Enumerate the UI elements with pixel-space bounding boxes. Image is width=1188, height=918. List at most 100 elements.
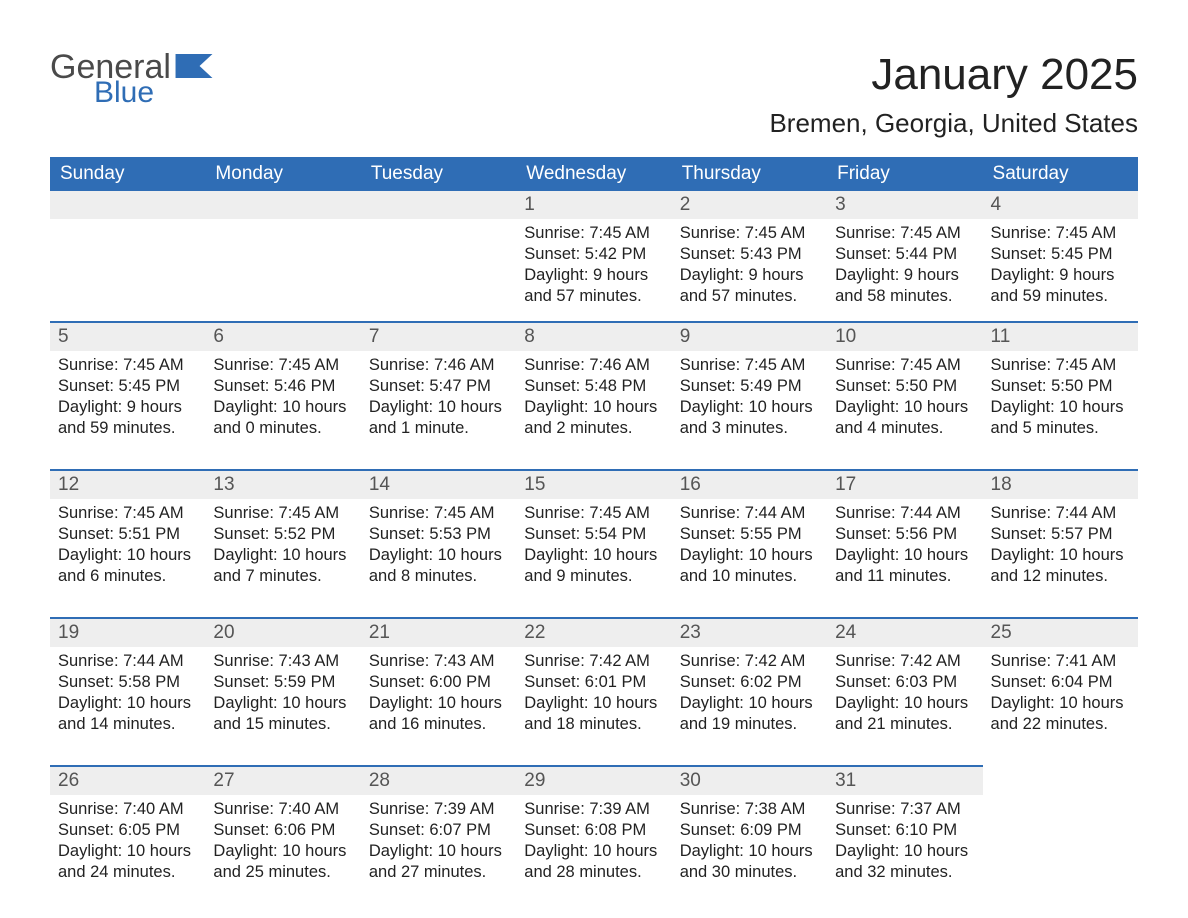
sunset-line: Sunset: 5:55 PM (680, 524, 819, 545)
month-title: January 2025 (769, 50, 1138, 100)
day-number: 4 (983, 191, 1138, 219)
day-details: Sunrise: 7:45 AMSunset: 5:54 PMDaylight:… (516, 499, 671, 595)
calendar-day-cell: 22Sunrise: 7:42 AMSunset: 6:01 PMDayligh… (516, 617, 671, 765)
daylight-line: Daylight: 10 hours and 21 minutes. (835, 693, 974, 735)
sunset-line: Sunset: 5:50 PM (835, 376, 974, 397)
sunrise-line: Sunrise: 7:38 AM (680, 799, 819, 820)
calendar-day-cell: 17Sunrise: 7:44 AMSunset: 5:56 PMDayligh… (827, 469, 982, 617)
location-subtitle: Bremen, Georgia, United States (769, 108, 1138, 139)
day-details: Sunrise: 7:45 AMSunset: 5:44 PMDaylight:… (827, 219, 982, 315)
sunrise-line: Sunrise: 7:45 AM (213, 503, 352, 524)
sunset-line: Sunset: 6:06 PM (213, 820, 352, 841)
day-number: 10 (827, 321, 982, 351)
sunset-line: Sunset: 5:42 PM (524, 244, 663, 265)
daylight-line: Daylight: 10 hours and 12 minutes. (991, 545, 1130, 587)
sunset-line: Sunset: 5:46 PM (213, 376, 352, 397)
sunrise-line: Sunrise: 7:45 AM (835, 223, 974, 244)
calendar-day-cell: 23Sunrise: 7:42 AMSunset: 6:02 PMDayligh… (672, 617, 827, 765)
calendar-day-cell: 28Sunrise: 7:39 AMSunset: 6:07 PMDayligh… (361, 765, 516, 913)
daylight-line: Daylight: 10 hours and 2 minutes. (524, 397, 663, 439)
sunrise-line: Sunrise: 7:45 AM (213, 355, 352, 376)
sunrise-line: Sunrise: 7:45 AM (369, 503, 508, 524)
day-details: Sunrise: 7:45 AMSunset: 5:49 PMDaylight:… (672, 351, 827, 447)
calendar-day-cell: 14Sunrise: 7:45 AMSunset: 5:53 PMDayligh… (361, 469, 516, 617)
day-details: Sunrise: 7:42 AMSunset: 6:03 PMDaylight:… (827, 647, 982, 743)
flag-icon (175, 54, 213, 78)
sunrise-line: Sunrise: 7:42 AM (835, 651, 974, 672)
sunset-line: Sunset: 5:58 PM (58, 672, 197, 693)
sunrise-line: Sunrise: 7:45 AM (58, 503, 197, 524)
day-details: Sunrise: 7:45 AMSunset: 5:53 PMDaylight:… (361, 499, 516, 595)
day-details: Sunrise: 7:45 AMSunset: 5:50 PMDaylight:… (983, 351, 1138, 447)
calendar-day-cell: 12Sunrise: 7:45 AMSunset: 5:51 PMDayligh… (50, 469, 205, 617)
calendar-day-cell: 4Sunrise: 7:45 AMSunset: 5:45 PMDaylight… (983, 191, 1138, 321)
weekday-header: Friday (827, 157, 982, 191)
weekday-header: Monday (205, 157, 360, 191)
day-details: Sunrise: 7:38 AMSunset: 6:09 PMDaylight:… (672, 795, 827, 891)
day-number: 27 (205, 765, 360, 795)
sunrise-line: Sunrise: 7:39 AM (524, 799, 663, 820)
day-details: Sunrise: 7:37 AMSunset: 6:10 PMDaylight:… (827, 795, 982, 891)
day-number: 2 (672, 191, 827, 219)
day-details: Sunrise: 7:45 AMSunset: 5:52 PMDaylight:… (205, 499, 360, 595)
sunset-line: Sunset: 6:07 PM (369, 820, 508, 841)
daylight-line: Daylight: 10 hours and 18 minutes. (524, 693, 663, 735)
day-number: 9 (672, 321, 827, 351)
day-details: Sunrise: 7:39 AMSunset: 6:08 PMDaylight:… (516, 795, 671, 891)
sunset-line: Sunset: 5:50 PM (991, 376, 1130, 397)
sunrise-line: Sunrise: 7:40 AM (58, 799, 197, 820)
day-number: 17 (827, 469, 982, 499)
sunset-line: Sunset: 5:54 PM (524, 524, 663, 545)
calendar-day-cell: 29Sunrise: 7:39 AMSunset: 6:08 PMDayligh… (516, 765, 671, 913)
daylight-line: Daylight: 10 hours and 27 minutes. (369, 841, 508, 883)
sunrise-line: Sunrise: 7:44 AM (680, 503, 819, 524)
day-details: Sunrise: 7:45 AMSunset: 5:45 PMDaylight:… (983, 219, 1138, 315)
calendar-day-cell: 19Sunrise: 7:44 AMSunset: 5:58 PMDayligh… (50, 617, 205, 765)
calendar-empty-cell (50, 191, 205, 321)
empty-day-head (361, 191, 516, 219)
weekday-header: Sunday (50, 157, 205, 191)
daylight-line: Daylight: 10 hours and 15 minutes. (213, 693, 352, 735)
day-number: 19 (50, 617, 205, 647)
day-number: 21 (361, 617, 516, 647)
empty-day-head (205, 191, 360, 219)
day-number: 3 (827, 191, 982, 219)
weekday-header: Tuesday (361, 157, 516, 191)
calendar-header-row: SundayMondayTuesdayWednesdayThursdayFrid… (50, 157, 1138, 191)
day-details: Sunrise: 7:43 AMSunset: 5:59 PMDaylight:… (205, 647, 360, 743)
day-number: 1 (516, 191, 671, 219)
day-number: 31 (827, 765, 982, 795)
calendar-empty-cell (361, 191, 516, 321)
sunrise-line: Sunrise: 7:43 AM (369, 651, 508, 672)
sunrise-line: Sunrise: 7:40 AM (213, 799, 352, 820)
day-details: Sunrise: 7:42 AMSunset: 6:01 PMDaylight:… (516, 647, 671, 743)
sunset-line: Sunset: 5:47 PM (369, 376, 508, 397)
daylight-line: Daylight: 10 hours and 1 minute. (369, 397, 508, 439)
sunset-line: Sunset: 5:45 PM (58, 376, 197, 397)
calendar-day-cell: 10Sunrise: 7:45 AMSunset: 5:50 PMDayligh… (827, 321, 982, 469)
sunset-line: Sunset: 5:45 PM (991, 244, 1130, 265)
calendar-empty-cell (205, 191, 360, 321)
calendar-day-cell: 26Sunrise: 7:40 AMSunset: 6:05 PMDayligh… (50, 765, 205, 913)
day-number: 13 (205, 469, 360, 499)
sunrise-line: Sunrise: 7:45 AM (835, 355, 974, 376)
sunrise-line: Sunrise: 7:45 AM (680, 355, 819, 376)
day-number: 26 (50, 765, 205, 795)
day-number: 30 (672, 765, 827, 795)
calendar-day-cell: 3Sunrise: 7:45 AMSunset: 5:44 PMDaylight… (827, 191, 982, 321)
sunset-line: Sunset: 6:08 PM (524, 820, 663, 841)
sunset-line: Sunset: 6:02 PM (680, 672, 819, 693)
calendar-day-cell: 11Sunrise: 7:45 AMSunset: 5:50 PMDayligh… (983, 321, 1138, 469)
sunrise-line: Sunrise: 7:44 AM (58, 651, 197, 672)
day-details: Sunrise: 7:45 AMSunset: 5:46 PMDaylight:… (205, 351, 360, 447)
calendar-day-cell: 5Sunrise: 7:45 AMSunset: 5:45 PMDaylight… (50, 321, 205, 469)
day-number: 8 (516, 321, 671, 351)
logo: General Blue (50, 50, 213, 108)
sunrise-line: Sunrise: 7:45 AM (991, 223, 1130, 244)
day-number: 25 (983, 617, 1138, 647)
day-details: Sunrise: 7:40 AMSunset: 6:05 PMDaylight:… (50, 795, 205, 891)
calendar-day-cell: 18Sunrise: 7:44 AMSunset: 5:57 PMDayligh… (983, 469, 1138, 617)
calendar-day-cell: 24Sunrise: 7:42 AMSunset: 6:03 PMDayligh… (827, 617, 982, 765)
title-block: January 2025 Bremen, Georgia, United Sta… (769, 50, 1138, 139)
sunset-line: Sunset: 6:10 PM (835, 820, 974, 841)
